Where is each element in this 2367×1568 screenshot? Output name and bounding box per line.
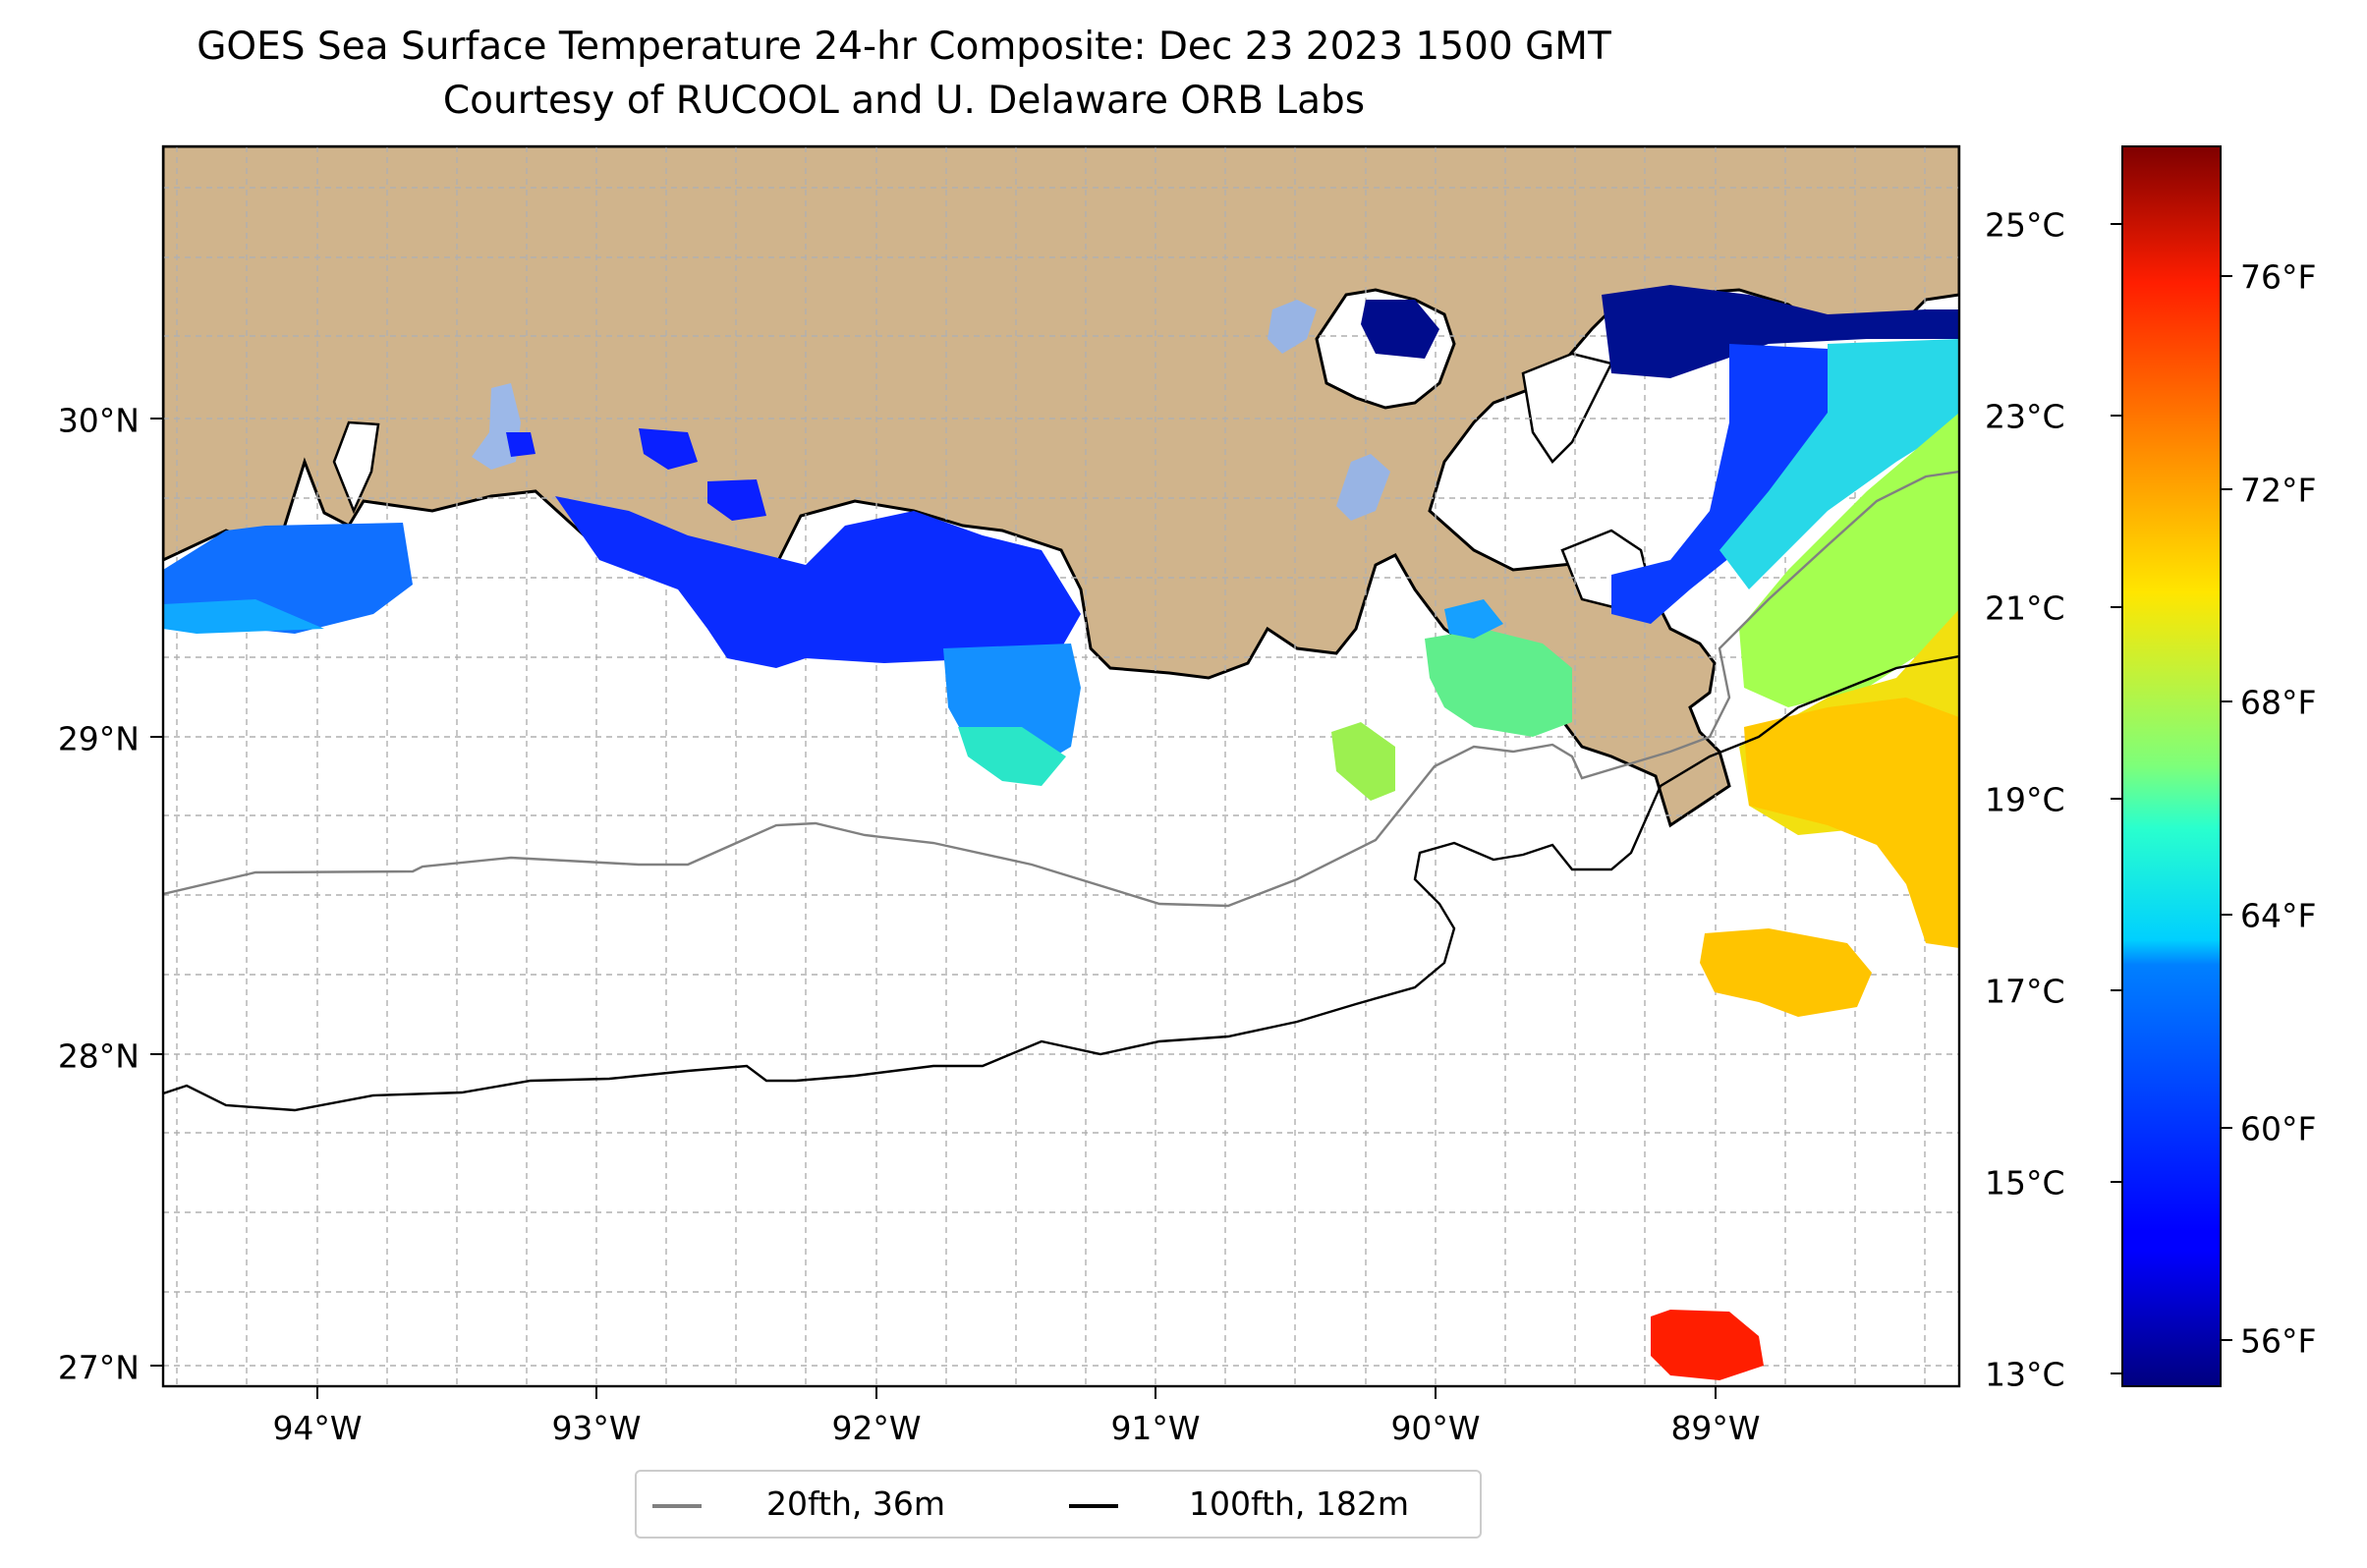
colorbar-celsius-label: 13°C: [1985, 1355, 2065, 1394]
isobath-20fth: [163, 470, 1959, 908]
colorbar-celsius-label: 19°C: [1985, 780, 2065, 819]
axis-ticks: [150, 418, 1717, 1399]
sst-patch-inland-pale-3: [472, 383, 521, 470]
sst-patch-inland-pale-2: [1336, 454, 1390, 521]
sst-patch-central-west: [555, 496, 1081, 668]
sst-patch-inland-blue-2: [639, 428, 698, 470]
sst-patch-small-green: [1331, 722, 1395, 801]
colorbar: [2121, 145, 2222, 1387]
lon-label: 90°W: [1390, 1409, 1481, 1447]
lat-label: 30°N: [57, 401, 140, 440]
sst-patch-central-green: [958, 727, 1066, 786]
lat-label: 28°N: [57, 1036, 140, 1076]
sst-patch-delta-green: [1425, 629, 1572, 737]
map-subtitle: Courtesy of RUCOOL and U. Delaware ORB L…: [442, 79, 1366, 123]
colorbar-fahrenheit-label: 64°F: [2240, 896, 2317, 935]
lon-label: 94°W: [272, 1409, 363, 1447]
colorbar-fahrenheit-label: 60°F: [2240, 1109, 2317, 1148]
legend-swatch-20fth: [652, 1504, 702, 1508]
colorbar-fahrenheit-label: 76°F: [2240, 257, 2317, 297]
lon-label: 91°W: [1110, 1409, 1201, 1447]
lat-label: 27°N: [57, 1348, 140, 1387]
colorbar-fahrenheit-label: 56°F: [2240, 1321, 2317, 1361]
sst-patch-inland-pale-1: [1268, 300, 1317, 354]
sst-patch-northeast-dark: [1602, 285, 1959, 378]
map-title: GOES Sea Surface Temperature 24-hr Compo…: [197, 25, 1611, 69]
colorbar-celsius-label: 23°C: [1985, 397, 2065, 436]
colorbar-fahrenheit-label: 68°F: [2240, 683, 2317, 722]
colorbar-celsius-label: 21°C: [1985, 588, 2065, 628]
sst-data: [163, 285, 1959, 1380]
colorbar-celsius-label: 25°C: [1985, 205, 2065, 245]
lat-label: 29°N: [57, 719, 140, 758]
legend-label-20fth: 20fth, 36m: [766, 1484, 945, 1523]
sst-patch-west-coast: [163, 599, 324, 634]
sst-patch-inland-blue-1: [506, 432, 535, 457]
colorbar-ticks: [2111, 223, 2232, 1374]
colorbar-fahrenheit-label: 72°F: [2240, 471, 2317, 510]
legend-swatch-100fth: [1069, 1504, 1118, 1508]
lake-calcasieu: [332, 420, 380, 515]
sst-patch-delta-blue: [1444, 599, 1503, 639]
sst-patch-south-red: [1651, 1310, 1764, 1380]
colorbar-celsius-label: 15°C: [1985, 1163, 2065, 1203]
legend-label-100fth: 100fth, 182m: [1189, 1484, 1409, 1523]
sst-patch-offshore-orange: [1700, 928, 1872, 1017]
map-frame: [161, 144, 1961, 1388]
legend: 20fth, 36m 100fth, 182m: [635, 1470, 1482, 1539]
sst-patch-inland-blue-3: [707, 479, 766, 521]
lon-label: 92°W: [831, 1409, 922, 1447]
sst-patch-lake-dark: [1361, 300, 1439, 359]
isobath-100fth: [163, 654, 1959, 1112]
sst-patch-east-cyan: [1719, 339, 1959, 589]
sst-patch-east-blue: [1611, 344, 1847, 624]
lon-label: 89°W: [1670, 1409, 1761, 1447]
colorbar-celsius-label: 17°C: [1985, 972, 2065, 1011]
lake-borgne-area: [1521, 352, 1613, 464]
sst-patch-east-orange: [1744, 698, 1959, 948]
lon-label: 93°W: [551, 1409, 642, 1447]
